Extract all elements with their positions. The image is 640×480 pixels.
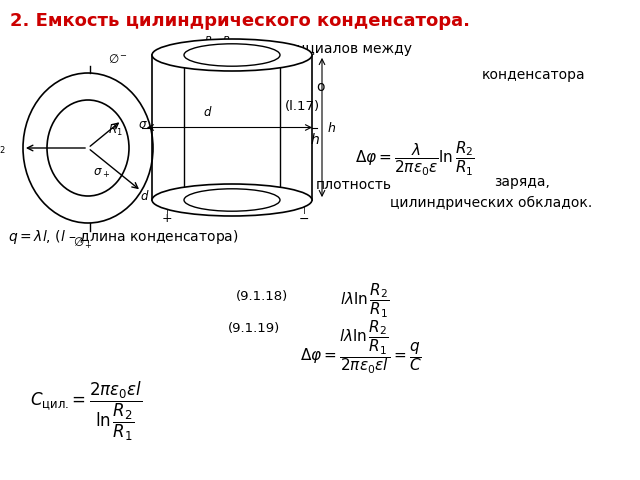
Text: $-$: $-$ xyxy=(298,212,310,225)
Ellipse shape xyxy=(184,189,280,211)
Text: $d$: $d$ xyxy=(140,189,150,203)
Text: $R_2$  $R_1$: $R_2$ $R_1$ xyxy=(204,34,236,48)
Text: $d$: $d$ xyxy=(204,106,212,120)
Text: $l\lambda\ln\dfrac{R_2}{R_1}$: $l\lambda\ln\dfrac{R_2}{R_1}$ xyxy=(340,282,390,320)
Text: +: + xyxy=(162,212,172,225)
Text: (9.1.19): (9.1.19) xyxy=(228,322,280,335)
Text: 2. Емкость цилиндрического конденсатора.: 2. Емкость цилиндрического конденсатора. xyxy=(10,12,470,30)
Text: $\varnothing^-$: $\varnothing^-$ xyxy=(108,53,128,66)
Text: $h$: $h$ xyxy=(327,120,336,134)
Text: $\sigma_-$: $\sigma_-$ xyxy=(138,117,155,130)
Text: Разность потенциалов между: Разность потенциалов между xyxy=(192,42,412,56)
Text: $C_{\text{цил.}} = \dfrac{2\pi\varepsilon_0\varepsilon l}{\ln\dfrac{R_2}{R_1}}$: $C_{\text{цил.}} = \dfrac{2\pi\varepsilo… xyxy=(30,380,142,444)
Text: $\Delta\varphi = \dfrac{l\lambda\ln\dfrac{R_2}{R_1}}{2\pi\varepsilon_0\varepsilo: $\Delta\varphi = \dfrac{l\lambda\ln\dfra… xyxy=(300,318,422,376)
Text: $q = \lambda l$, ($l$ – длина конденсатора): $q = \lambda l$, ($l$ – длина конденсато… xyxy=(8,228,239,246)
Text: плотность: плотность xyxy=(316,178,392,192)
Text: $h$: $h$ xyxy=(310,132,320,147)
Text: |: | xyxy=(166,205,168,214)
Text: (9.1.18): (9.1.18) xyxy=(236,290,288,303)
Ellipse shape xyxy=(184,44,280,66)
Text: $\varnothing_+$: $\varnothing_+$ xyxy=(73,236,93,251)
Text: $\Delta\varphi = \dfrac{\lambda}{2\pi\varepsilon_0\varepsilon}\ln\dfrac{R_2}{R_1: $\Delta\varphi = \dfrac{\lambda}{2\pi\va… xyxy=(355,140,475,178)
Text: конденсатора: конденсатора xyxy=(482,68,586,82)
Text: о: о xyxy=(316,80,324,94)
Text: заряда,: заряда, xyxy=(494,175,550,189)
Ellipse shape xyxy=(152,39,312,71)
Text: |: | xyxy=(303,205,305,214)
Text: (l.17): (l.17) xyxy=(285,100,320,113)
Text: цилиндрических обкладок.: цилиндрических обкладок. xyxy=(390,196,592,210)
Text: $R_2$: $R_2$ xyxy=(0,141,6,156)
Text: $\sigma_+$: $\sigma_+$ xyxy=(93,167,110,180)
Ellipse shape xyxy=(152,184,312,216)
Text: $R_1$: $R_1$ xyxy=(108,122,123,138)
